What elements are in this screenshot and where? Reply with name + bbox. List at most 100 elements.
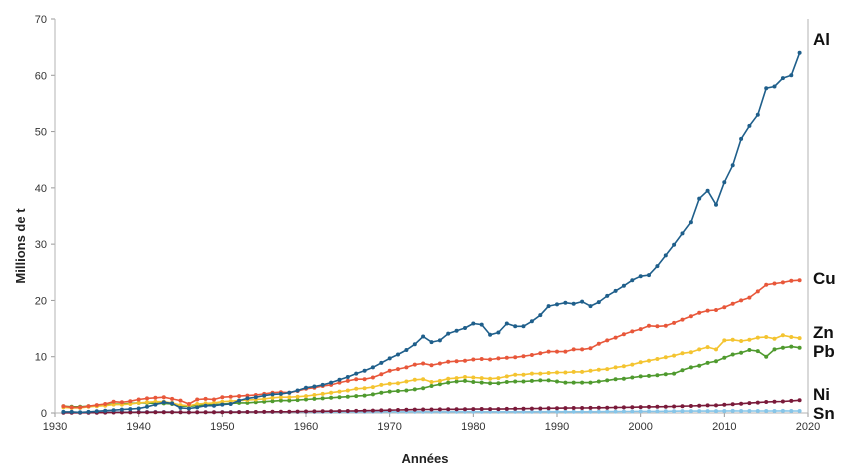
data-point: [136, 400, 141, 405]
data-point: [237, 394, 242, 399]
data-point: [563, 370, 568, 375]
data-point: [714, 359, 718, 364]
data-point: [387, 368, 392, 373]
data-point: [705, 409, 710, 414]
data-point: [571, 380, 576, 385]
data-point: [496, 330, 501, 335]
data-point: [488, 332, 493, 337]
data-point: [237, 398, 242, 403]
data-point: [596, 409, 601, 414]
data-point: [354, 377, 359, 382]
data-point: [186, 410, 191, 415]
data-point: [387, 408, 392, 413]
data-point: [588, 368, 593, 373]
data-point: [513, 355, 518, 360]
data-point: [546, 406, 551, 411]
data-point: [688, 350, 693, 355]
data-point: [295, 398, 300, 403]
data-point: [228, 410, 233, 415]
data-point: [463, 378, 467, 383]
data-point: [479, 409, 484, 414]
data-point: [61, 404, 66, 409]
data-point: [672, 404, 677, 409]
data-point: [220, 402, 225, 407]
data-point: [345, 388, 350, 393]
data-point: [747, 295, 752, 300]
data-point: [471, 375, 476, 380]
data-point: [287, 390, 292, 395]
data-point: [78, 410, 83, 415]
data-point: [86, 409, 91, 414]
data-point: [479, 322, 484, 327]
data-point: [237, 410, 242, 415]
data-point: [145, 396, 149, 401]
data-point: [789, 73, 794, 78]
data-point: [320, 382, 325, 387]
data-point: [714, 347, 718, 352]
data-point: [588, 409, 593, 414]
data-point: [212, 400, 216, 405]
data-point: [647, 323, 651, 328]
data-point: [504, 406, 509, 411]
data-point: [647, 404, 651, 409]
data-point: [772, 336, 777, 341]
data-point: [764, 354, 769, 359]
data-point: [563, 409, 568, 414]
data-point: [312, 384, 317, 389]
data-point: [94, 403, 99, 408]
data-point: [596, 379, 601, 384]
data-point: [437, 407, 442, 412]
data-point: [203, 403, 208, 408]
data-point: [672, 320, 677, 325]
data-point: [705, 403, 710, 408]
data-point: [655, 404, 660, 409]
data-point: [596, 367, 601, 372]
data-point: [212, 410, 216, 415]
data-point: [688, 314, 693, 319]
data-point: [655, 373, 660, 378]
data-point: [705, 188, 710, 193]
data-point: [764, 86, 769, 91]
data-point: [722, 409, 727, 413]
data-point: [278, 409, 283, 414]
data-point: [705, 360, 710, 365]
data-point: [529, 319, 534, 324]
data-point: [153, 410, 158, 415]
data-point: [354, 371, 359, 376]
data-point: [504, 355, 509, 360]
data-point: [714, 202, 718, 207]
data-point: [195, 397, 200, 402]
data-point: [345, 378, 350, 383]
data-point: [479, 380, 484, 385]
y-tick-label: 20: [35, 295, 47, 307]
data-point: [421, 334, 426, 339]
x-tick-label: 2020: [796, 421, 820, 433]
data-point: [780, 76, 785, 81]
data-point: [379, 382, 384, 387]
data-point: [730, 163, 735, 168]
data-point: [220, 410, 225, 415]
data-point: [220, 395, 225, 400]
data-point: [78, 405, 83, 410]
data-point: [145, 404, 149, 409]
data-point: [739, 401, 744, 406]
data-point: [437, 382, 442, 387]
data-point: [429, 384, 434, 388]
data-point: [772, 84, 777, 89]
data-point: [212, 397, 216, 402]
data-point: [672, 409, 677, 414]
data-point: [722, 355, 727, 360]
data-point: [253, 410, 258, 414]
data-point: [262, 409, 267, 414]
data-point: [312, 393, 317, 397]
data-point: [119, 407, 124, 412]
data-point: [136, 410, 141, 415]
data-point: [429, 363, 434, 368]
data-point: [513, 409, 518, 414]
data-point: [178, 403, 183, 408]
data-point: [463, 326, 467, 330]
data-point: [672, 353, 677, 358]
data-point: [546, 378, 551, 383]
data-point: [755, 409, 760, 413]
data-point: [396, 408, 400, 412]
